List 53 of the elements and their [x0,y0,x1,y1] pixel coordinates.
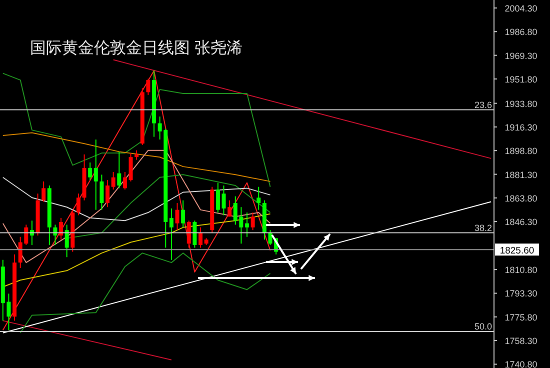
candlestick [128,152,133,182]
candlestick [216,182,220,214]
y-tick-label: 1793.30 [504,288,538,299]
candlestick [117,151,122,189]
candlestick [76,193,80,216]
y-tick-label: 1846.30 [504,217,538,228]
y-tick-label: 1898.80 [504,146,538,156]
candlestick [192,220,197,248]
candlestick [94,139,98,210]
candlestick [122,171,127,190]
candlestick [59,217,64,240]
line-series [2,150,271,264]
candlestick [256,186,261,210]
y-tick-label: 1758.30 [504,336,538,346]
candlestick [198,226,203,248]
y-tick-label: 1933.80 [504,98,538,109]
line-series [2,176,271,222]
candlestick [64,224,69,258]
annotation: 50.0 [474,321,492,332]
candlestick [100,174,104,210]
y-tick-label: 1881.30 [504,170,538,180]
line-series [2,132,271,182]
y-tick-label: 1986.80 [504,27,538,38]
candlestick [134,150,139,160]
candlestick [106,180,110,208]
candlestick [222,184,226,216]
candlestick [250,212,255,231]
annotation: 23.6 [474,100,492,110]
candlestick [268,230,272,246]
y-tick-label: 1775.80 [504,312,538,322]
candlestick [186,220,191,248]
y-tick-label: 2004.30 [504,3,538,14]
text: 国际黄金伦敦金日线图 张尧浠 [30,39,242,57]
ref-line-label: 1825.60 [500,246,534,257]
line-series [2,70,271,331]
candlestick [245,212,249,238]
candlestick [42,180,46,202]
line-series [20,252,271,334]
y-tick-label: 1740.80 [504,360,538,368]
line-series [2,72,271,188]
y-tick-label: 1916.30 [504,122,538,132]
y-tick-label: 1810.80 [504,265,538,276]
candlestick [146,78,150,96]
candlestick [175,202,180,231]
candlestick [169,208,174,260]
y-tick-label: 1969.30 [504,50,538,61]
candlestick [111,171,116,190]
candlestick [181,200,186,228]
candlestick [228,200,232,218]
candlestick [88,162,92,181]
annotation: 38.2 [474,222,492,233]
y-tick-label: 1863.80 [504,193,538,204]
y-tick-label: 1951.80 [504,74,538,84]
